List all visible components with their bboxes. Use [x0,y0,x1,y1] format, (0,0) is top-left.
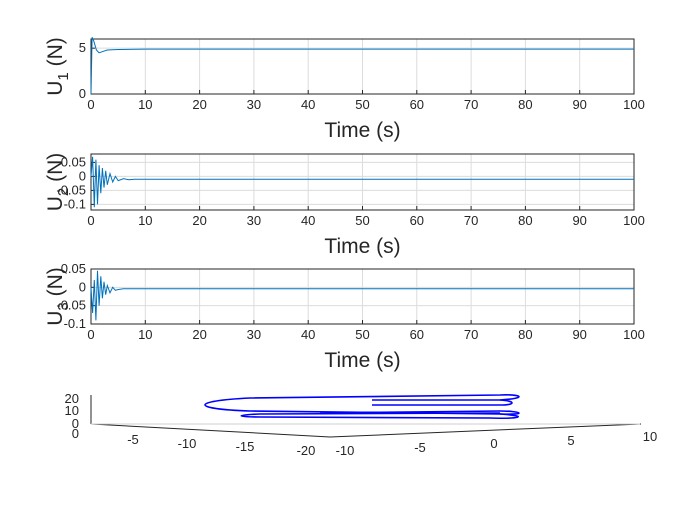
subplot-2: 0 10 20 30 40 50 60 70 80 90 1000.050-0.05-0.1Time… [44,153,645,258]
x-tick-label: 10 [138,97,152,112]
x-tick-label: 90 [572,327,586,342]
series-line [90,156,634,208]
y-axis-label: U3 (N) [44,267,72,326]
trajectory-line [372,399,513,406]
x-tick-label: 30 [247,327,261,342]
x-tick-label: 20 [192,327,206,342]
x-tick-label: 60 [410,213,424,228]
x-tick-label: 0 [87,327,94,342]
y3d-tick-label: -5 [414,440,426,455]
x-tick-label: 30 [247,213,261,228]
y-tick-label: 0 [79,168,86,183]
x-tick-label: 20 [192,213,206,228]
x3d-tick-label: -15 [236,439,255,454]
x-tick-label: 70 [464,327,478,342]
series-line [90,36,634,95]
x-tick-label: 30 [247,97,261,112]
y-tick-label: 5 [79,40,86,55]
trajectory-line [204,394,520,415]
y-tick-label: 0 [79,86,86,101]
x-tick-label: 90 [572,213,586,228]
z-tick-label: 0 [72,416,79,431]
series-line [90,270,634,321]
y3d-tick-label: 10 [643,429,657,444]
y-tick-label: -0.05 [56,182,86,197]
x3d-tick-label: -20 [297,443,316,458]
x-tick-label: 50 [355,97,369,112]
z-tick-label: 20 [65,391,79,406]
x-tick-label: 10 [138,213,152,228]
x3d-tick-label: -10 [178,436,197,451]
subplot-3: 0 10 20 30 40 50 60 70 80 90 1000.050-0.05-0.1Time… [44,261,645,372]
y-tick-label: -0.1 [64,196,86,211]
x-tick-label: 90 [572,97,586,112]
x-tick-label: 10 [138,327,152,342]
x-tick-label: 20 [192,97,206,112]
y-tick-label: -0.05 [56,298,86,313]
x-tick-label: 100 [623,213,645,228]
y-axis-line [329,423,642,438]
axes-border [90,268,635,325]
axes-border [90,153,635,211]
y3d-tick-label: -10 [336,443,355,458]
y-tick-label: 0 [79,279,86,294]
axes-border [90,38,635,95]
x-axis-label: Time (s) [324,235,400,258]
x-tick-label: 60 [410,327,424,342]
x-tick-label: 60 [410,97,424,112]
z-tick-label: 0 [72,426,79,441]
x-tick-label: 40 [301,327,315,342]
z-tick-label: 10 [65,403,79,418]
x-tick-label: 50 [355,327,369,342]
trajectory-line [240,412,519,419]
x-axis-label: Time (s) [324,119,400,142]
y3d-tick-label: 0 [490,436,497,451]
x3d-tick-label: -5 [127,432,139,447]
x-tick-label: 50 [355,213,369,228]
x-tick-label: 80 [518,97,532,112]
y-tick-label: 0.05 [61,261,86,276]
y-tick-label: -0.1 [64,316,86,331]
x-tick-label: 40 [301,97,315,112]
x-tick-label: 100 [623,327,645,342]
x-tick-label: 70 [464,213,478,228]
x-axis-line [90,423,331,438]
y3d-tick-label: 5 [567,433,574,448]
x-tick-label: 0 [87,213,94,228]
y-tick-label: 0.05 [61,154,86,169]
y-axis-label: U1 (N) [44,37,72,96]
subplot-1: 0 10 20 30 40 50 60 70 80 90 100 0 5 Time (s) U1 (N) [44,36,645,142]
x-tick-label: 0 [87,97,94,112]
x-tick-label: 70 [464,97,478,112]
x-tick-label: 40 [301,213,315,228]
y-axis-label: U2 (N) [44,153,72,212]
x-tick-label: 80 [518,327,532,342]
x-tick-label: 100 [623,97,645,112]
x-axis-label: Time (s) [324,349,400,372]
x-tick-label: 80 [518,213,532,228]
